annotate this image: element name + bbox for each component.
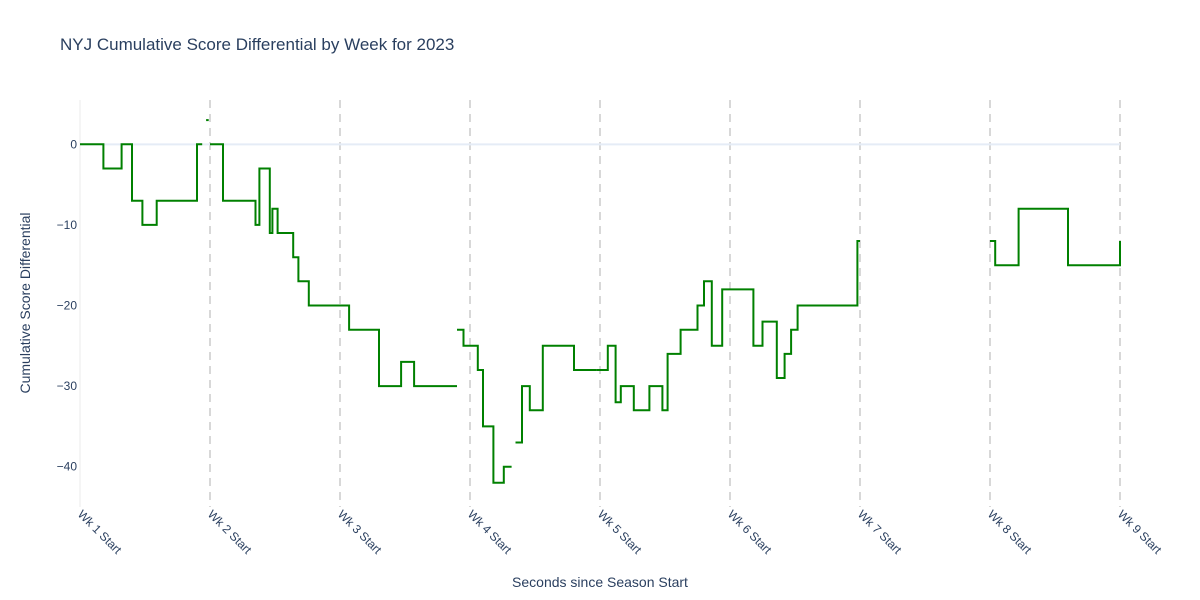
series-line [596, 280, 730, 412]
x-tick-label: Wk 5 Start [595, 507, 645, 557]
y-ticks: 0 −10 −20 −30 −40 [57, 137, 78, 473]
series-line [210, 143, 457, 388]
series [80, 119, 1121, 484]
x-tick-label: Wk 2 Start [205, 507, 255, 557]
y-tick-label: −10 [57, 218, 78, 232]
series-line [457, 328, 512, 484]
series-line [730, 240, 860, 379]
x-tick-label: Wk 7 Start [855, 507, 905, 557]
series-line [990, 207, 1121, 267]
series-line [515, 344, 597, 444]
x-tick-label: Wk 9 Start [1115, 507, 1165, 557]
series-line [80, 143, 203, 226]
x-tick-label: Wk 8 Start [985, 507, 1035, 557]
y-tick-label: 0 [70, 137, 77, 151]
x-tick-label: Wk 1 Start [75, 507, 125, 557]
y-tick-label: −20 [57, 299, 78, 313]
x-tick-label: Wk 4 Start [465, 507, 515, 557]
x-ticks: Wk 1 Start Wk 2 Start Wk 3 Start Wk 4 Start… [75, 507, 1165, 557]
x-tick-label: Wk 6 Start [725, 507, 775, 557]
y-axis-title: Cumulative Score Differential [17, 212, 33, 393]
x-axis-title: Seconds since Season Start [512, 574, 688, 590]
chart-title: NYJ Cumulative Score Differential by Wee… [60, 35, 454, 54]
x-tick-label: Wk 3 Start [335, 507, 385, 557]
y-tick-label: −30 [57, 379, 78, 393]
y-tick-label: −40 [57, 460, 78, 474]
week-lines [209, 100, 1121, 507]
